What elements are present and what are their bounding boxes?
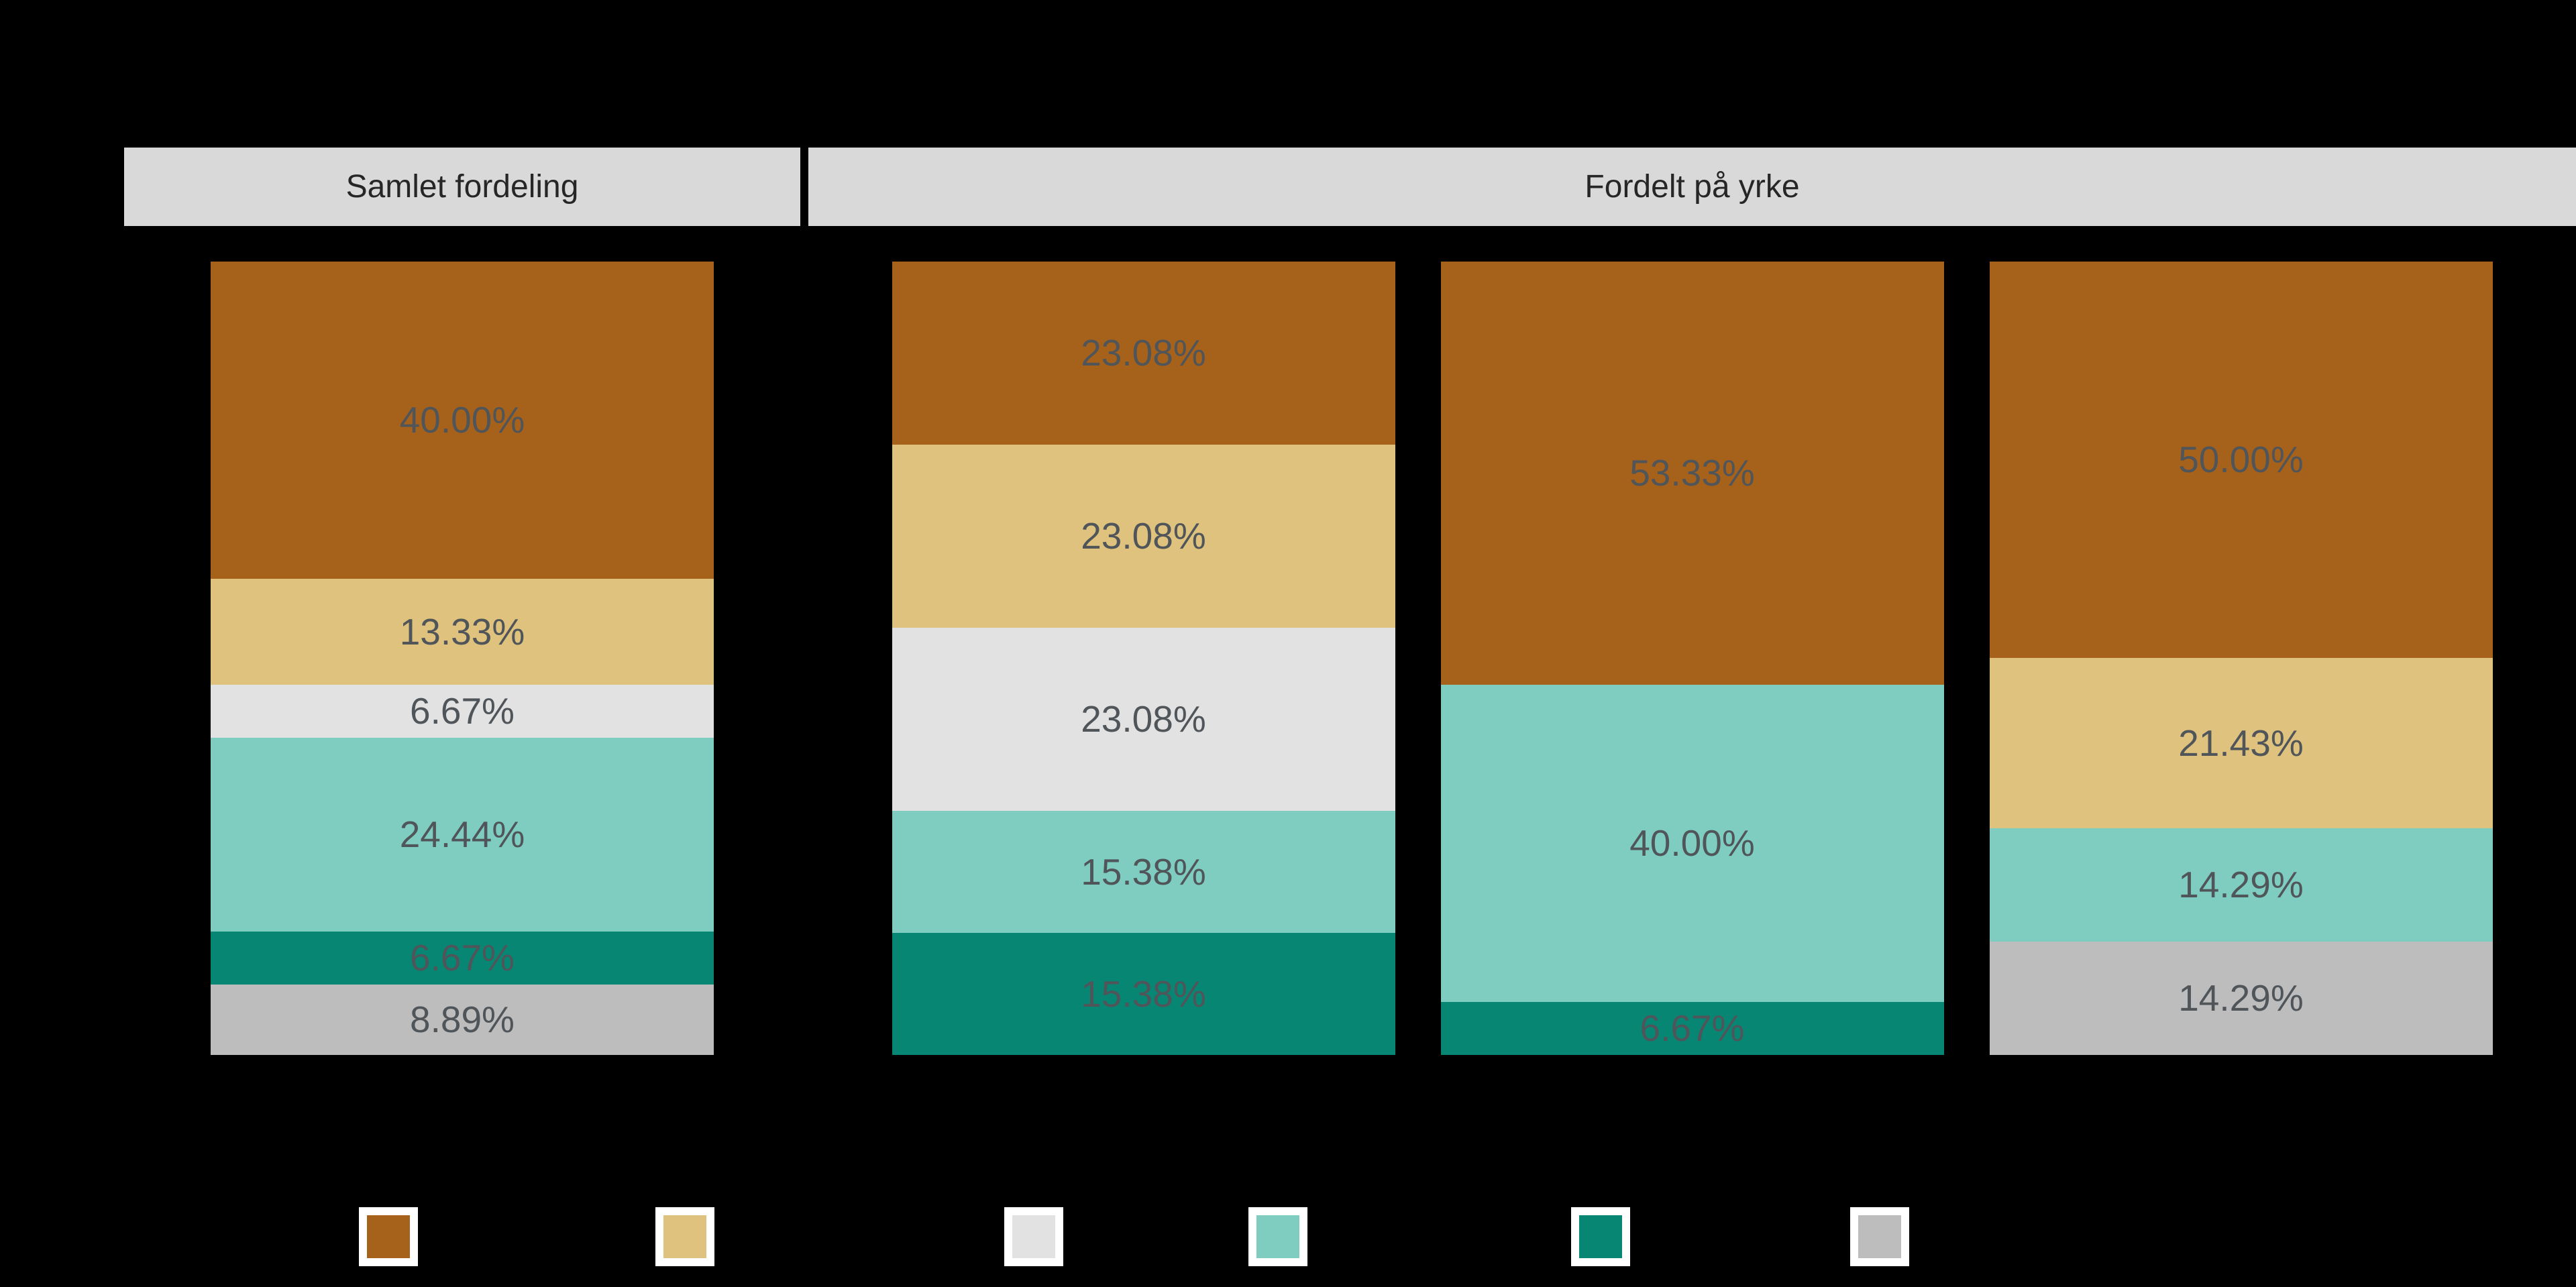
legend-swatch-brown[interactable] xyxy=(359,1207,418,1266)
legend-swatch-light_gray[interactable] xyxy=(1004,1207,1063,1266)
segment-value-label: 23.08% xyxy=(1081,332,1206,374)
bar-segment-brown[interactable]: 53.33% xyxy=(1440,262,1944,685)
bar-segment-light_teal[interactable]: 40.00% xyxy=(1440,684,1944,1003)
bar-segment-gray[interactable]: 8.89% xyxy=(211,984,714,1055)
legend-swatch-dark_teal[interactable] xyxy=(1571,1207,1630,1266)
segment-value-label: 50.00% xyxy=(2178,439,2304,481)
bar-segment-light_teal[interactable]: 14.29% xyxy=(1989,828,2493,942)
segment-value-label: 6.67% xyxy=(410,936,515,978)
bar-segment-light_gray[interactable]: 23.08% xyxy=(892,628,1395,812)
bar-segment-dark_teal[interactable]: 6.67% xyxy=(211,931,714,985)
legend-swatch-gray[interactable] xyxy=(1850,1207,1909,1266)
stacked-bar[interactable]: 40.00% 13.33% 6.67% 24.44% 6.67% 8.89% xyxy=(211,262,714,1055)
facet-plot-samlet-fordeling: 40.00% 13.33% 6.67% 24.44% 6.67% 8.89% xyxy=(124,262,800,1055)
facet-plot-fordelt-pa-yrke: 23.08% 23.08% 23.08% 15.38% 15.38% 53.33% 40.0… xyxy=(808,262,2576,1055)
bar-segment-light_teal[interactable]: 24.44% xyxy=(211,737,714,932)
segment-value-label: 13.33% xyxy=(399,610,525,653)
bar-segment-dark_teal[interactable]: 6.67% xyxy=(1440,1002,1944,1055)
segment-value-label: 14.29% xyxy=(2178,976,2304,1019)
facet-title-fordelt-pa-yrke: Fordelt på yrke xyxy=(1585,169,1800,205)
bar-segment-brown[interactable]: 23.08% xyxy=(892,262,1395,445)
segment-value-label: 40.00% xyxy=(399,399,525,441)
legend-swatch-tan[interactable] xyxy=(655,1207,714,1266)
segment-value-label: 53.33% xyxy=(1629,451,1755,494)
segment-value-label: 6.67% xyxy=(410,689,515,732)
segment-value-label: 24.44% xyxy=(399,813,525,855)
bar-segment-light_gray[interactable]: 6.67% xyxy=(211,684,714,738)
bar-segment-brown[interactable]: 50.00% xyxy=(1989,262,2493,659)
segment-value-label: 23.08% xyxy=(1081,515,1206,557)
segment-value-label: 21.43% xyxy=(2178,722,2304,764)
facet-strip-fordelt-pa-yrke: Fordelt på yrke xyxy=(808,148,2576,226)
bar-segment-dark_teal[interactable]: 15.38% xyxy=(892,933,1395,1055)
facet-title-samlet-fordeling: Samlet fordeling xyxy=(345,169,579,205)
segment-value-label: 23.08% xyxy=(1081,698,1206,740)
stacked-bar[interactable]: 53.33% 40.00% 6.67% xyxy=(1440,262,1944,1055)
stacked-bar[interactable]: 50.00% 21.43% 14.29% 14.29% xyxy=(1989,262,2493,1055)
bar-segment-gray[interactable]: 14.29% xyxy=(1989,941,2493,1055)
bar-segment-brown[interactable]: 40.00% xyxy=(211,262,714,579)
facet-strip-samlet-fordeling: Samlet fordeling xyxy=(124,148,800,226)
segment-value-label: 8.89% xyxy=(410,998,515,1040)
segment-value-label: 14.29% xyxy=(2178,863,2304,905)
bar-segment-tan[interactable]: 13.33% xyxy=(211,579,714,685)
segment-value-label: 40.00% xyxy=(1629,822,1755,864)
segment-value-label: 6.67% xyxy=(1640,1007,1745,1050)
bar-segment-tan[interactable]: 21.43% xyxy=(1989,658,2493,828)
segment-value-label: 15.38% xyxy=(1081,972,1206,1015)
segment-value-label: 15.38% xyxy=(1081,850,1206,893)
legend-swatch-light_teal[interactable] xyxy=(1248,1207,1307,1266)
stacked-bar[interactable]: 23.08% 23.08% 23.08% 15.38% 15.38% xyxy=(892,262,1395,1055)
bar-segment-tan[interactable]: 23.08% xyxy=(892,445,1395,628)
bar-segment-light_teal[interactable]: 15.38% xyxy=(892,811,1395,934)
